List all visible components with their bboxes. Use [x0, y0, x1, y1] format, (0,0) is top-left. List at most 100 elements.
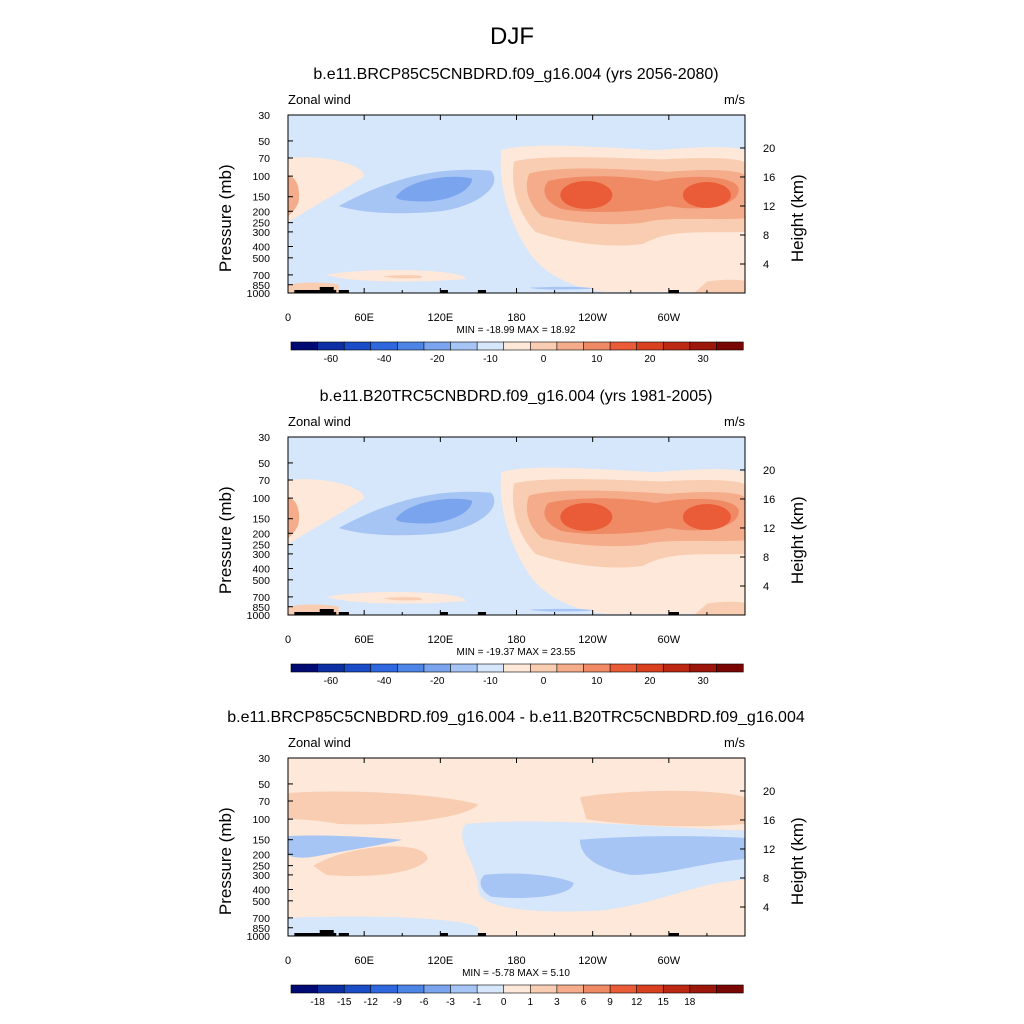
y-tick-label: 50 [258, 458, 270, 470]
colorbar-swatch [397, 984, 425, 994]
topography [338, 933, 349, 936]
colorbar-swatch [583, 984, 611, 994]
y2-axis-title: Height (km) [788, 174, 807, 262]
topography [668, 933, 679, 936]
y-tick-label: 250 [252, 540, 270, 552]
x-tick-label: 180 [507, 634, 525, 646]
y-tick-label: 700 [252, 270, 270, 282]
colorbar-label: 12 [631, 997, 643, 1008]
colorbar-swatch [450, 341, 478, 351]
colorbar-label: -10 [483, 676, 498, 687]
topography [440, 933, 448, 936]
colorbar-label: 0 [541, 354, 547, 365]
topography [668, 290, 679, 293]
y-tick-label: 100 [252, 171, 270, 183]
jet-core-pacific [560, 502, 613, 531]
panel-left-label: Zonal wind [288, 735, 351, 750]
colorbar-swatch [529, 663, 558, 673]
chart-panel-1: b.e11.BRCP85C5CNBDRD.f09_g16.004 (yrs 20… [216, 66, 807, 365]
y2-tick-label: 12 [763, 844, 775, 856]
y-tick-label: 70 [258, 153, 270, 165]
colorbar-swatch [529, 984, 558, 994]
colorbar-swatch [423, 341, 452, 351]
y2-tick-label: 20 [763, 465, 775, 477]
stats-label: MIN = -18.99 MAX = 18.92 [457, 325, 576, 336]
colorbar-swatch [689, 663, 718, 673]
surface-westerly-core [383, 275, 423, 279]
diff-negative-core [580, 836, 745, 875]
colorbar-swatch [609, 341, 638, 351]
colorbar-label: 10 [591, 354, 603, 365]
diff-positive-upper-right [580, 790, 745, 827]
colorbar-swatch [397, 341, 425, 351]
y2-tick-label: 8 [763, 873, 769, 885]
y-tick-label: 300 [252, 870, 270, 882]
colorbar-swatch [716, 984, 744, 994]
y-tick-label: 200 [252, 528, 270, 540]
easterly-core [395, 176, 473, 202]
stats-label: MIN = -5.78 MAX = 5.10 [462, 968, 570, 979]
x-tick-label: 60W [658, 634, 681, 646]
y-tick-label: 150 [252, 192, 270, 204]
colorbar-swatch [636, 341, 664, 351]
y2-tick-label: 20 [763, 143, 775, 155]
y2-tick-label: 20 [763, 786, 775, 798]
colorbar-swatch [556, 663, 585, 673]
colorbar-swatch [423, 663, 452, 673]
y2-tick-label: 8 [763, 552, 769, 564]
y-tick-label: 400 [252, 884, 270, 896]
x-tick-label: 120W [578, 312, 607, 324]
topography [478, 290, 487, 293]
colorbar-swatch [317, 663, 345, 673]
colorbar-swatch [609, 663, 638, 673]
colorbar-swatch [290, 341, 319, 351]
x-tick-label: 60E [354, 634, 374, 646]
colorbar-swatch [476, 984, 505, 994]
easterly-core [395, 498, 473, 524]
y2-tick-label: 8 [763, 230, 769, 242]
panel-title: b.e11.BRCP85C5CNBDRD.f09_g16.004 - b.e11… [227, 709, 805, 726]
y2-axis-title: Height (km) [788, 496, 807, 584]
panel-left-label: Zonal wind [288, 414, 351, 429]
chart-panel-2: b.e11.B20TRC5CNBDRD.f09_g16.004 (yrs 198… [216, 388, 807, 687]
colorbar-swatch [609, 984, 638, 994]
y-tick-label: 1000 [247, 610, 271, 622]
colorbar-swatch [476, 341, 505, 351]
y-tick-label: 400 [252, 563, 270, 575]
colorbar-label: -3 [446, 997, 455, 1008]
colorbar-label: -12 [364, 997, 379, 1008]
colorbar-label: -40 [377, 676, 392, 687]
y2-axis-title: Height (km) [788, 817, 807, 905]
colorbar-swatch [636, 663, 664, 673]
y-tick-label: 30 [258, 110, 270, 122]
y-axis-title: Pressure (mb) [216, 807, 235, 915]
y2-tick-label: 12 [763, 201, 775, 213]
colorbar-label: 20 [644, 676, 656, 687]
colorbar-label: 0 [501, 997, 507, 1008]
y2-tick-label: 4 [763, 902, 769, 914]
x-tick-label: 0 [285, 312, 291, 324]
diff-positive-mid-left [313, 846, 428, 877]
colorbar-swatch [662, 984, 691, 994]
colorbar-swatch [317, 341, 345, 351]
colorbar-swatch [556, 984, 585, 994]
x-tick-label: 120W [578, 634, 607, 646]
colorbar-label: -20 [430, 676, 445, 687]
colorbar-label: -1 [473, 997, 482, 1008]
colorbar-swatch [503, 984, 531, 994]
panel-units-label: m/s [724, 92, 745, 107]
colorbar: -60 -40 -20 -10 0 10 20 30 [290, 341, 744, 365]
x-tick-label: 180 [507, 955, 525, 967]
y-tick-label: 500 [252, 575, 270, 587]
panels: b.e11.BRCP85C5CNBDRD.f09_g16.004 (yrs 20… [216, 66, 807, 1008]
colorbar-swatch [662, 663, 691, 673]
y-tick-label: 250 [252, 861, 270, 873]
westerly-left [288, 157, 365, 223]
colorbar-label: -20 [430, 354, 445, 365]
topography [338, 612, 349, 615]
colorbar-label: 20 [644, 354, 656, 365]
x-tick-label: 120E [427, 634, 453, 646]
jet-core-atlantic [682, 503, 731, 530]
colorbar-label: -60 [324, 354, 339, 365]
